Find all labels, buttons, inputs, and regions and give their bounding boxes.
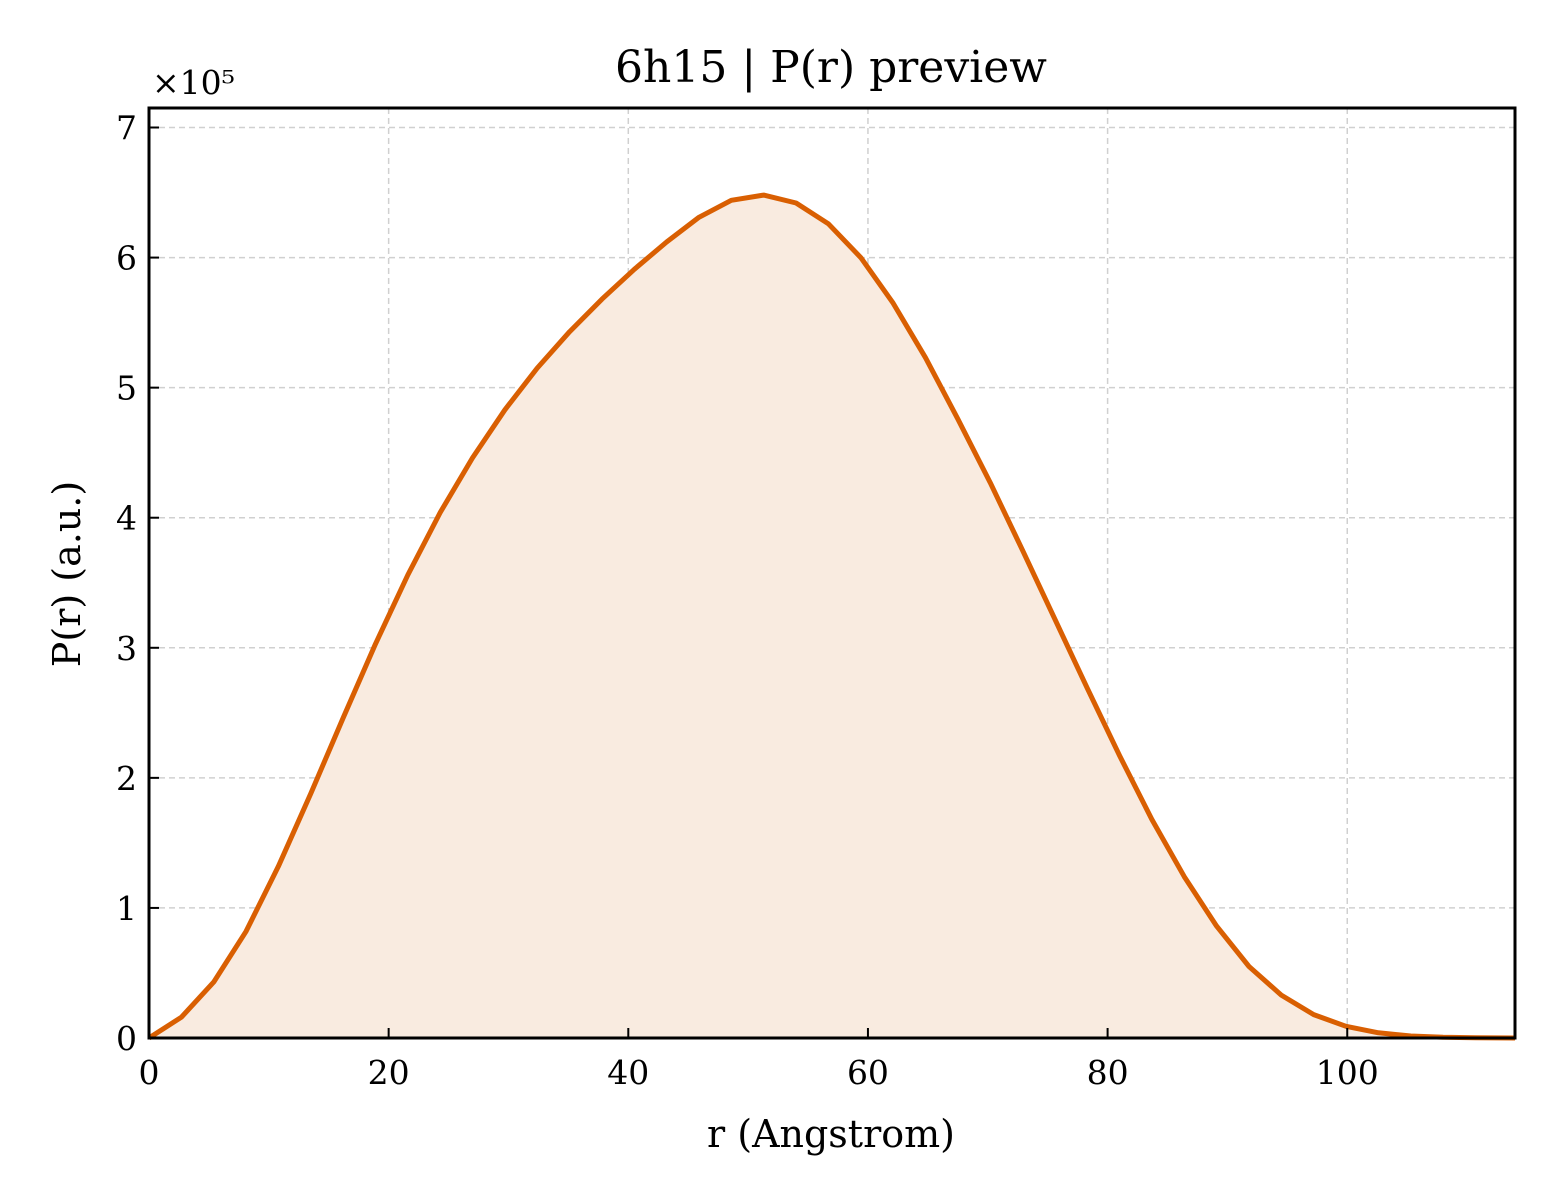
y-tick-label: 2: [116, 759, 137, 798]
x-tick-label: 20: [368, 1053, 410, 1092]
x-tick-label: 40: [607, 1053, 649, 1092]
x-axis-label: r (Angstrom): [707, 1112, 955, 1156]
x-axis: 0 20 40 60 80 100: [139, 1028, 1379, 1092]
y-axis: 0 1 2 3 4 5 6 7: [116, 109, 159, 1058]
x-tick-label: 100: [1316, 1053, 1379, 1092]
y-tick-label: 4: [116, 499, 137, 538]
pr-area-fill: [149, 195, 1515, 1039]
y-tick-label: 5: [116, 369, 137, 408]
axes-frame: [147, 106, 1517, 1040]
y-tick-label: 3: [116, 629, 137, 668]
y-tick-label: 7: [116, 109, 137, 148]
y-tick-label: 0: [116, 1019, 137, 1058]
y-tick-label: 6: [116, 239, 137, 278]
x-tick-label: 80: [1087, 1053, 1129, 1092]
y-tick-label: 1: [116, 889, 137, 928]
y-multiplier-label: ×10⁵: [152, 63, 235, 102]
x-tick-label: 60: [847, 1053, 889, 1092]
data-points: [148, 195, 1516, 1039]
x-tick-label: 0: [139, 1053, 160, 1092]
chart-title: 6h15 | P(r) preview: [615, 42, 1047, 93]
y-axis-label: P(r) (a.u.): [45, 481, 89, 667]
